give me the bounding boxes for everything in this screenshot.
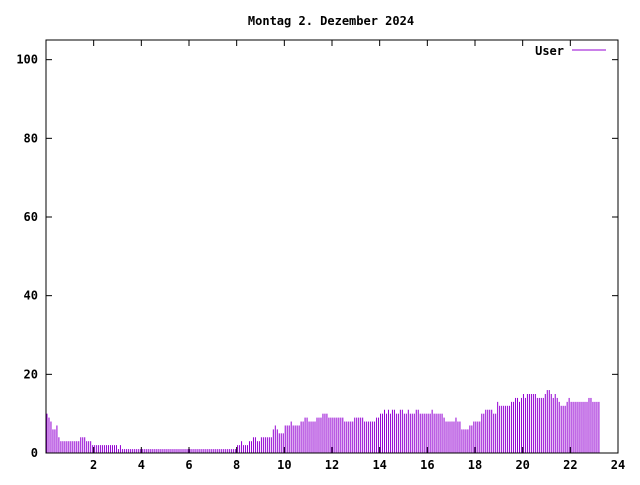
x-tick-label: 18 — [468, 458, 482, 472]
legend: User — [535, 44, 606, 58]
x-tick-label: 12 — [325, 458, 339, 472]
x-tick-label: 2 — [90, 458, 97, 472]
x-tick-label: 16 — [420, 458, 434, 472]
legend-label-user: User — [535, 44, 564, 58]
x-tick-label: 6 — [185, 458, 192, 472]
x-tick-label: 4 — [138, 458, 145, 472]
x-tick-label: 20 — [515, 458, 529, 472]
bars-layer — [46, 390, 600, 453]
y-tick-label: 40 — [24, 289, 38, 303]
x-tick-label: 10 — [277, 458, 291, 472]
y-tick-label: 100 — [16, 53, 38, 67]
x-tick-label: 24 — [611, 458, 625, 472]
x-tick-label: 8 — [233, 458, 240, 472]
chart-title: Montag 2. Dezember 2024 — [248, 14, 414, 28]
y-tick-label: 80 — [24, 131, 38, 145]
x-tick-label: 22 — [563, 458, 577, 472]
y-tick-label: 60 — [24, 210, 38, 224]
y-tick-label: 0 — [31, 446, 38, 460]
x-tick-label: 14 — [372, 458, 386, 472]
y-tick-label: 20 — [24, 367, 38, 381]
